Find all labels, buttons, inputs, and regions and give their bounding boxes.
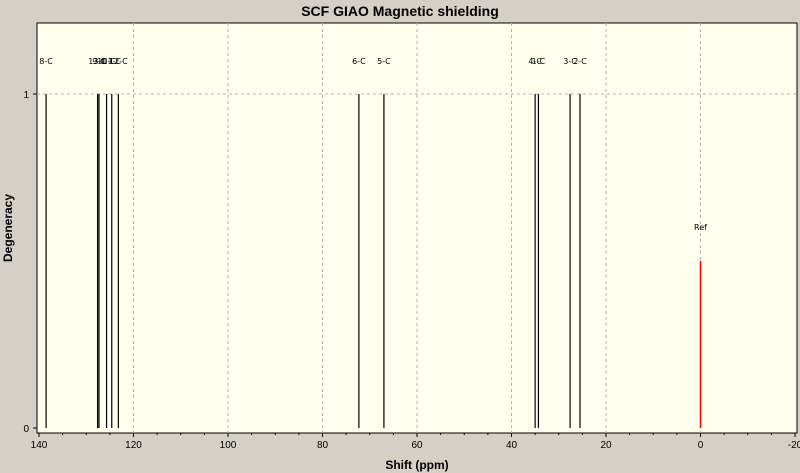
peaks: 8-C 13-C9-C10-C11-C12-C 6-C 5-C 4-C1-C 3-C2-C… — [39, 57, 707, 428]
x-tick-label: 80 — [317, 440, 329, 451]
reference-label: Ref — [694, 223, 707, 232]
peak-label: 11-C — [102, 57, 121, 66]
x-tick-label: 60 — [411, 440, 423, 451]
peak-label: 6-C — [352, 57, 366, 66]
peak-label: 1-C — [532, 57, 546, 66]
peak-label: 10-C — [97, 57, 116, 66]
x-tick-label: -20 — [788, 440, 800, 451]
peak-label: 8-C — [39, 57, 53, 66]
x-tick-label: 120 — [125, 440, 142, 451]
y-tick-label: 0 — [23, 424, 29, 435]
grid — [37, 23, 797, 433]
x-axis-label: Shift (ppm) — [385, 458, 448, 472]
peak-label: 4-C — [528, 57, 542, 66]
peak-label: 12-C — [109, 57, 128, 66]
y-axis-label: Degeneracy — [1, 194, 15, 262]
x-tick-label: 20 — [600, 440, 612, 451]
x-tick-label: 140 — [31, 440, 48, 451]
y-tick-label: 1 — [23, 90, 29, 101]
chart-title: SCF GIAO Magnetic shielding — [301, 3, 499, 19]
x-tick-label: 0 — [698, 440, 704, 451]
axes: 140 120 100 80 60 40 20 0 -20 0 1 — [23, 90, 800, 451]
x-tick-label: 100 — [220, 440, 237, 451]
peak-label: 13-C — [88, 57, 107, 66]
peak-label: 2-C — [573, 57, 587, 66]
peak-label: 3-C — [563, 57, 577, 66]
x-tick-label: 40 — [506, 440, 518, 451]
peak-label: 5-C — [377, 57, 391, 66]
peak-label: 9-C — [92, 57, 106, 66]
